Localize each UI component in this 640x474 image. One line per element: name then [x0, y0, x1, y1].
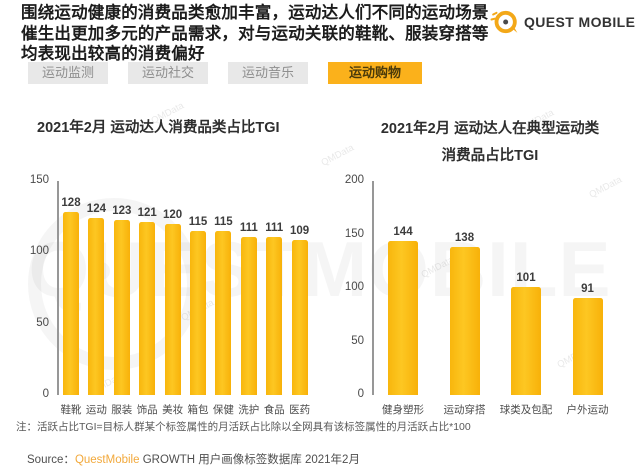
bar [388, 240, 418, 395]
source-rest: GROWTH 用户画像标签数据库 2021年2月 [139, 454, 360, 466]
category-label: 饰品 [136, 404, 158, 416]
source-brand: QuestMobile [74, 454, 140, 466]
category-label: 运动穿搭 [443, 404, 486, 416]
category-label: 洗护 [238, 404, 260, 416]
bar-value-label: 111 [265, 221, 284, 234]
category-label: 食品 [263, 404, 285, 416]
category-label: 鞋靴 [60, 404, 82, 416]
y-tick-label: 50 [36, 316, 49, 329]
right-chart-title-line2: 消费品占比TGI [441, 148, 539, 164]
source-prefix: Source： [27, 454, 75, 466]
bar [240, 236, 257, 395]
bar [113, 219, 130, 395]
y-tick-label: 50 [351, 334, 364, 347]
headline: 围绕运动健康的消费品类愈加丰富，运动达人们不同的运动场景 催生出更加多元的产品需求… [21, 3, 489, 65]
category-label: 美妆 [162, 404, 184, 416]
y-tick-label: 150 [29, 174, 49, 186]
left-bar-chart: 150 100 50 0 128 鞋靴 124 运动 123 服装 121 饰品 120 美妆 115 箱包 1… [30, 174, 310, 416]
bar [572, 297, 603, 395]
category-label: 健身塑形 [382, 404, 424, 416]
bar-value-label: 120 [163, 208, 183, 221]
bar [291, 239, 308, 395]
y-tick-label: 150 [344, 227, 364, 240]
bar [266, 236, 283, 395]
y-tick-label: 100 [29, 245, 49, 258]
bar [190, 230, 206, 395]
category-label: 运动 [85, 404, 107, 416]
bar-value-label: 123 [112, 204, 132, 217]
bar-value-label: 124 [86, 203, 106, 216]
bar [164, 223, 181, 395]
questmobile-logo-icon [490, 10, 518, 34]
footnote: 注：活跃占比TGI=目标人群某个标签属性的月活跃占比除以全网具有该标签属性的月活… [16, 421, 471, 433]
y-tick-label: 100 [344, 281, 364, 293]
category-label: 医药 [289, 404, 311, 416]
bar [63, 212, 79, 395]
bar-value-label: 144 [393, 225, 413, 238]
tab-sports-music[interactable]: 运动音乐 [228, 62, 309, 84]
bar-value-label: 128 [61, 197, 81, 210]
source-line: Source：QuestMobile GROWTH 用户画像标签数据库 2021… [27, 451, 360, 467]
tab-sports-shopping[interactable]: 运动购物 [328, 62, 423, 84]
bar-value-label: 115 [214, 215, 233, 228]
y-tick-label: 200 [344, 174, 364, 186]
bar-value-label: 121 [137, 207, 157, 220]
questmobile-logo: QUEST MOBILE [489, 7, 635, 37]
right-chart-title-line1: 2021年2月 运动达人在典型运动类 [380, 121, 600, 137]
headline-line-2: 催生出更加多元的产品需求，对与运动关联的鞋靴、服装穿搭等 [21, 24, 489, 43]
bar [449, 247, 480, 395]
y-tick-label: 0 [357, 388, 364, 400]
tab-sports-social[interactable]: 运动社交 [128, 62, 209, 84]
y-tick-label: 0 [42, 388, 49, 400]
bar [215, 230, 232, 395]
headline-line-1: 围绕运动健康的消费品类愈加丰富，运动达人们不同的运动场景 [21, 4, 489, 22]
bar-value-label: 115 [188, 215, 208, 228]
right-chart-title: 2021年2月 运动达人在典型运动类 消费品占比TGI [345, 116, 635, 170]
headline-line-3: 均表现出较高的消费偏好 [21, 45, 205, 63]
bar-value-label: 91 [581, 282, 594, 295]
bar [88, 218, 105, 395]
left-chart-title: 2021年2月 运动达人消费品类占比TGI [37, 120, 280, 136]
bar-value-label: 138 [454, 232, 475, 245]
bar-value-label: 101 [516, 271, 536, 284]
bar-value-label: 109 [290, 224, 310, 237]
bar [511, 286, 541, 395]
bar [139, 222, 156, 395]
tab-bar: 运动监测 运动社交 运动音乐 运动购物 [28, 62, 423, 84]
category-label: 保健 [212, 404, 234, 416]
category-label: 户外运动 [566, 404, 609, 416]
category-label: 服装 [111, 404, 133, 416]
questmobile-brand-text: QUEST MOBILE [524, 14, 636, 30]
category-label: 箱包 [187, 404, 209, 416]
right-bar-chart: 200 150 100 50 0 144 健身塑形 138 运动穿搭 101 球类及包配 91 户外运动 [345, 174, 616, 416]
bar-value-label: 111 [239, 221, 258, 234]
category-label: 球类及包配 [499, 404, 553, 416]
tab-sports-monitoring[interactable]: 运动监测 [28, 62, 109, 84]
